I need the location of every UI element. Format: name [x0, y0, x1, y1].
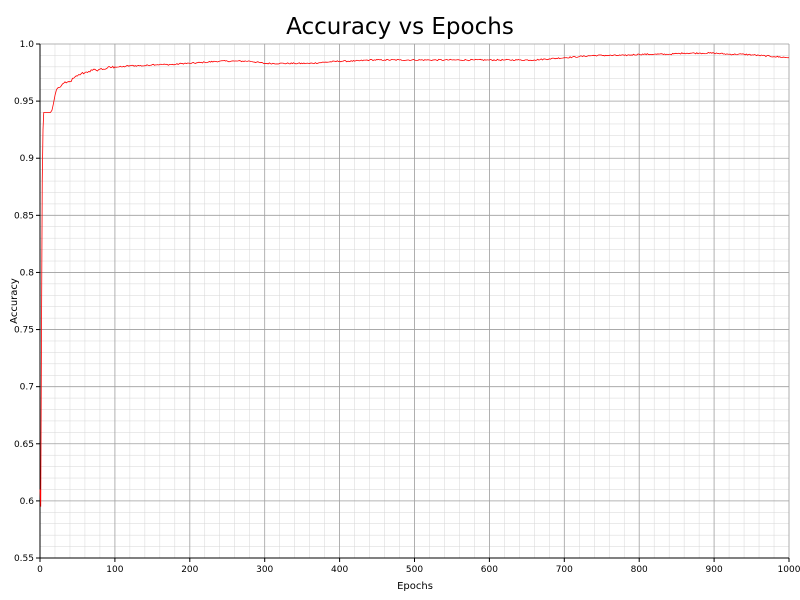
y-tick-label: 0.6	[20, 497, 35, 507]
y-tick-label: 0.65	[14, 440, 34, 450]
y-tick-label: 1.0	[20, 40, 35, 50]
x-tick-label: 400	[331, 565, 348, 575]
x-tick-label: 700	[556, 565, 573, 575]
y-tick-label: 0.8	[20, 268, 35, 278]
x-axis-label: Epochs	[397, 581, 433, 592]
y-axis-ticks: 0.55 0.6 0.65 0.7 0.75 0.8 0.85 0.9 0.95 1.0	[14, 40, 40, 564]
y-tick-label: 0.75	[14, 326, 34, 336]
x-tick-label: 300	[256, 565, 273, 575]
x-tick-label: 1000	[778, 565, 800, 575]
y-tick-label: 0.55	[14, 554, 34, 564]
x-tick-label: 800	[631, 565, 648, 575]
x-tick-label: 200	[181, 565, 198, 575]
y-tick-label: 0.95	[14, 97, 34, 107]
x-axis-ticks: 0 100 200 300 400 500 600 700 800 900 1000	[37, 558, 800, 575]
series-group	[39, 52, 790, 507]
y-tick-label: 0.9	[20, 154, 35, 164]
y-axis-label: Accuracy	[9, 278, 20, 324]
x-tick-label: 100	[106, 565, 123, 575]
x-tick-label: 500	[406, 565, 423, 575]
accuracy-series-line	[39, 52, 790, 507]
x-tick-label: 0	[37, 565, 43, 575]
y-tick-label: 0.85	[14, 211, 34, 221]
chart-title: Accuracy vs Epochs	[286, 14, 514, 40]
y-tick-label: 0.7	[20, 383, 34, 393]
x-tick-label: 900	[706, 565, 723, 575]
x-tick-label: 600	[481, 565, 498, 575]
